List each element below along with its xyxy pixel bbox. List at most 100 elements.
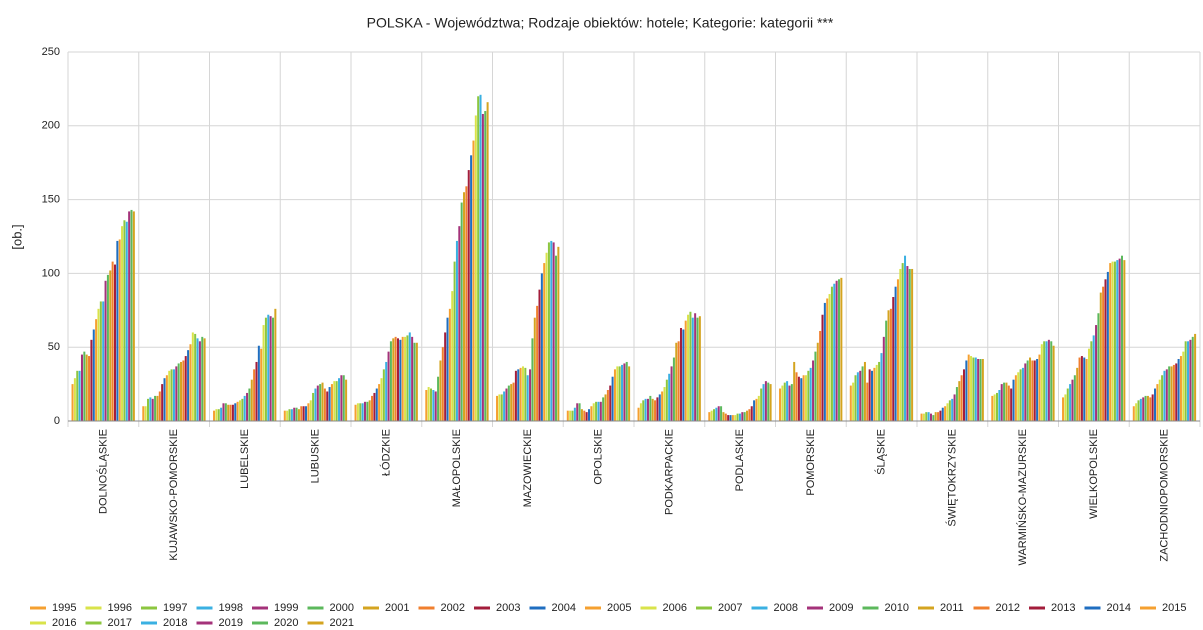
bar xyxy=(1021,367,1024,421)
legend-label: 2006 xyxy=(663,602,687,614)
legend-label: 2008 xyxy=(774,602,798,614)
bar xyxy=(835,280,838,421)
bar xyxy=(111,261,114,421)
bar xyxy=(323,388,326,421)
bar xyxy=(1005,382,1008,421)
bar xyxy=(1120,255,1124,421)
bar xyxy=(665,379,668,421)
bar xyxy=(571,410,574,421)
legend-label: 2011 xyxy=(940,602,964,614)
bar xyxy=(550,240,553,421)
bar xyxy=(606,390,609,421)
bar xyxy=(830,286,833,421)
bar xyxy=(1137,400,1140,421)
bar xyxy=(264,317,267,421)
bar xyxy=(1078,357,1081,421)
bar xyxy=(1085,359,1088,421)
bar xyxy=(378,384,381,421)
bar xyxy=(517,369,520,421)
bar xyxy=(823,302,826,421)
bar xyxy=(786,381,789,421)
bar xyxy=(854,375,857,421)
bar xyxy=(1017,372,1020,421)
bar xyxy=(338,378,341,421)
bar xyxy=(611,376,614,421)
bar xyxy=(142,406,145,421)
bar xyxy=(583,410,586,421)
bar xyxy=(1076,367,1079,421)
bar xyxy=(470,155,473,421)
bar xyxy=(1165,369,1168,421)
bar xyxy=(970,356,973,421)
bar xyxy=(651,398,654,421)
bar xyxy=(481,113,484,421)
bar xyxy=(715,407,718,421)
bar xyxy=(767,382,770,421)
bar xyxy=(625,361,628,421)
bar xyxy=(1052,345,1055,421)
bar xyxy=(802,375,805,421)
bar xyxy=(1142,397,1145,421)
bar xyxy=(602,397,605,421)
bar xyxy=(359,403,362,421)
bar xyxy=(880,353,883,421)
bar xyxy=(229,404,232,421)
bar xyxy=(760,388,763,421)
bar xyxy=(123,220,126,421)
bar xyxy=(904,255,907,421)
bar xyxy=(604,394,607,421)
x-tick-label: ŚWIĘTOKRZYSKIE xyxy=(945,429,958,527)
bar xyxy=(585,412,588,421)
bar xyxy=(373,392,376,421)
bar xyxy=(1080,356,1083,421)
bar xyxy=(305,406,308,421)
bar xyxy=(451,291,454,421)
bar xyxy=(99,301,102,421)
bar xyxy=(255,361,258,421)
bar xyxy=(1069,384,1072,421)
bar xyxy=(1064,394,1067,421)
bar xyxy=(224,403,227,421)
bar xyxy=(866,382,869,421)
bar xyxy=(463,192,466,421)
bar xyxy=(458,226,461,421)
bar xyxy=(885,320,888,421)
bar xyxy=(158,391,161,421)
bar xyxy=(102,301,105,421)
bar xyxy=(804,375,807,421)
bar xyxy=(597,401,600,421)
bar xyxy=(156,395,159,421)
bar xyxy=(177,363,180,421)
bar xyxy=(748,409,751,421)
bar xyxy=(340,375,343,421)
bar xyxy=(691,317,694,421)
bar xyxy=(1033,360,1036,421)
legend-label: 2013 xyxy=(1051,602,1075,614)
bar xyxy=(514,370,517,421)
x-tick-label: PODKARPACKIE xyxy=(663,429,675,515)
bar xyxy=(696,317,699,421)
y-axis-label: [ob.] xyxy=(9,224,24,249)
bar xyxy=(1146,395,1149,421)
bar xyxy=(1149,397,1152,421)
bar xyxy=(557,246,560,421)
bar xyxy=(762,384,765,421)
bar xyxy=(269,316,272,421)
bar xyxy=(106,274,109,421)
y-tick-label: 50 xyxy=(48,341,60,353)
bar xyxy=(738,413,741,421)
bar xyxy=(755,398,758,421)
bar xyxy=(396,338,399,421)
bar xyxy=(1144,395,1147,421)
bar xyxy=(677,341,680,421)
bar xyxy=(814,351,817,421)
bar xyxy=(274,308,277,421)
bar xyxy=(1010,388,1013,421)
bar xyxy=(981,359,984,421)
bar xyxy=(1097,313,1100,421)
bar xyxy=(1123,260,1126,421)
bar xyxy=(958,381,961,421)
bar xyxy=(616,366,619,421)
bar xyxy=(889,308,892,421)
bar xyxy=(698,316,701,421)
